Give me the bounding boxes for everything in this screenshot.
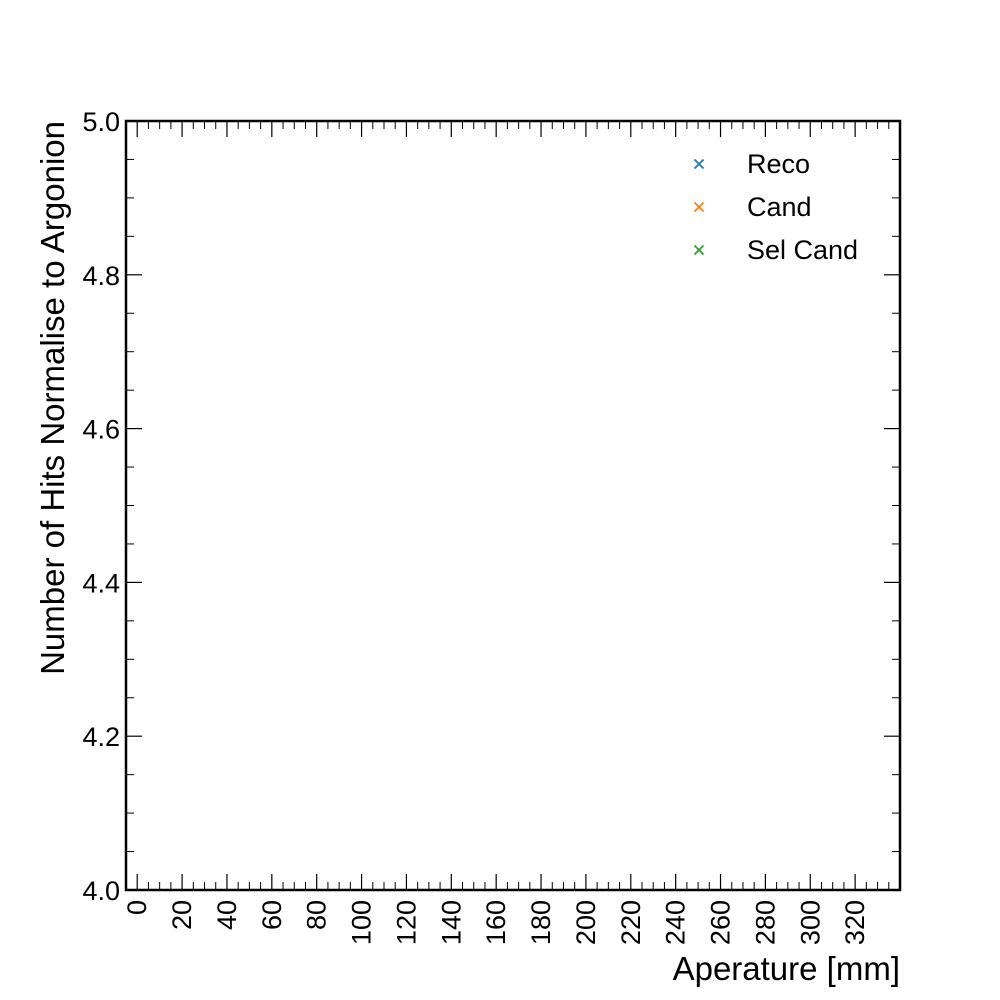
y-tick-label: 4.6 [82, 415, 120, 445]
x-tick-label: 120 [391, 900, 421, 945]
x-tick-label: 160 [481, 900, 511, 945]
x-tick-label: 300 [795, 900, 825, 945]
legend-marker [693, 158, 705, 170]
x-tick-label: 40 [212, 900, 242, 930]
x-axis-title: Aperature [mm] [673, 950, 900, 987]
x-tick-label: 140 [436, 900, 466, 945]
x-tick-label: 320 [840, 900, 870, 945]
x-tick-label: 240 [661, 900, 691, 945]
y-axis-title: Number of Hits Normalise to Argonion [34, 121, 71, 675]
legend-marker [693, 244, 705, 256]
x-tick-label: 280 [750, 900, 780, 945]
y-tick-label: 4.4 [82, 568, 120, 598]
x-tick-label: 60 [257, 900, 287, 930]
x-tick-label: 0 [122, 900, 152, 915]
x-tick-label: 80 [302, 900, 332, 930]
x-tick-label: 100 [347, 900, 377, 945]
legend-marker [693, 201, 705, 213]
y-tick-label: 4.0 [82, 876, 120, 906]
y-tick-label: 4.2 [82, 722, 120, 752]
legend-label: Sel Cand [747, 235, 858, 265]
y-tick-label: 5.0 [82, 107, 120, 137]
x-tick-label: 20 [167, 900, 197, 930]
legend-label: Reco [747, 149, 810, 179]
x-tick-label: 220 [616, 900, 646, 945]
y-tick-label: 4.8 [82, 261, 120, 291]
x-tick-label: 260 [706, 900, 736, 945]
x-tick-label: 200 [571, 900, 601, 945]
legend-label: Cand [747, 192, 812, 222]
x-tick-label: 180 [526, 900, 556, 945]
